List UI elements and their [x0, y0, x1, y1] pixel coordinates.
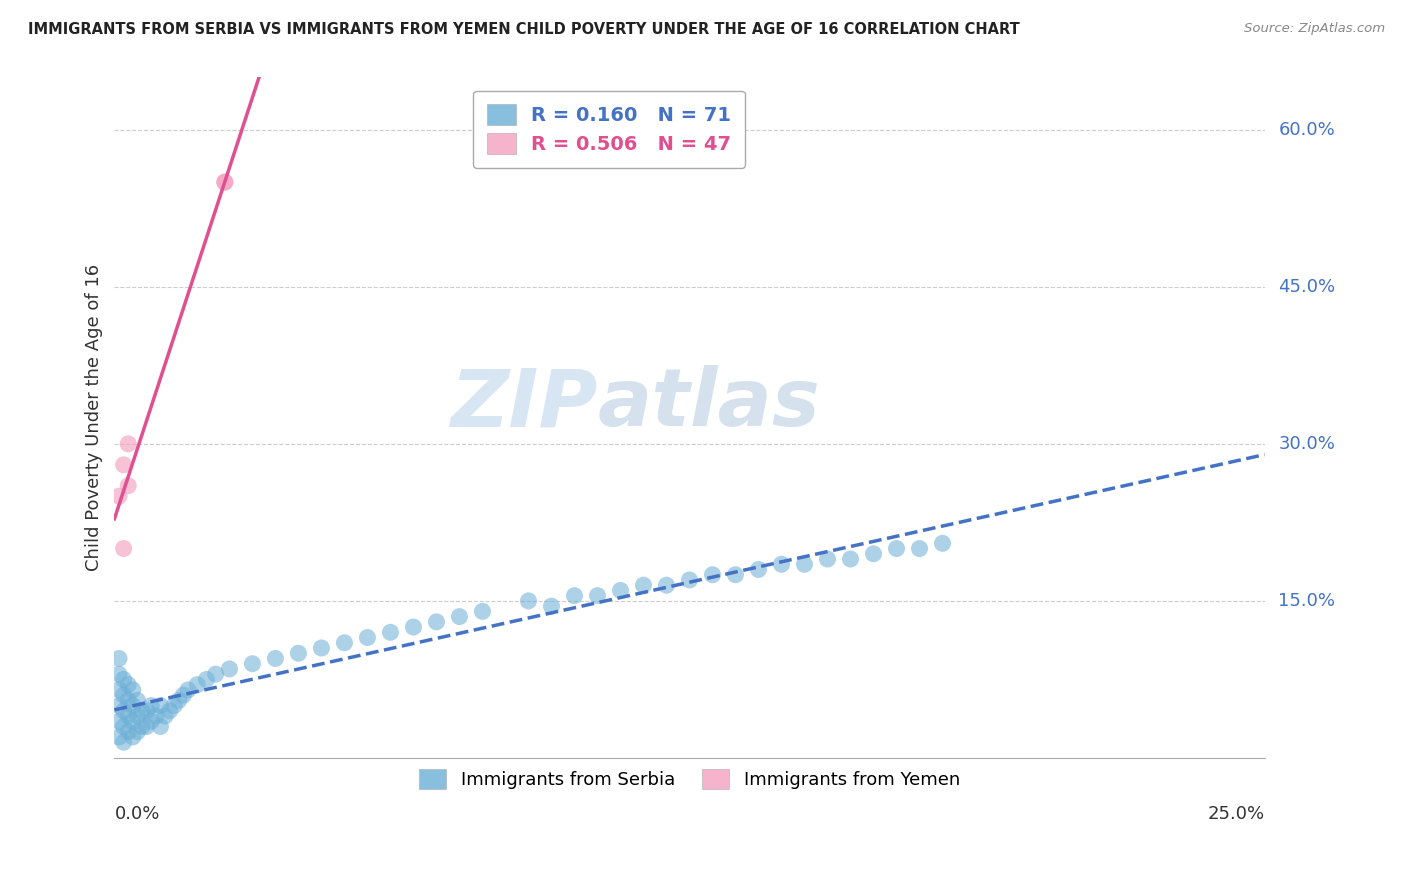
Point — [817, 552, 839, 566]
Point — [112, 719, 135, 733]
Point — [135, 719, 157, 733]
Point — [172, 688, 194, 702]
Point — [449, 609, 471, 624]
Point — [167, 693, 190, 707]
Text: 15.0%: 15.0% — [1278, 592, 1336, 610]
Point — [121, 714, 143, 729]
Text: 25.0%: 25.0% — [1208, 805, 1264, 823]
Point — [311, 640, 333, 655]
Point — [747, 562, 769, 576]
Point — [117, 437, 139, 451]
Text: 0.0%: 0.0% — [114, 805, 160, 823]
Point — [117, 724, 139, 739]
Point — [117, 678, 139, 692]
Text: 45.0%: 45.0% — [1278, 277, 1336, 296]
Point — [131, 719, 153, 733]
Point — [702, 567, 724, 582]
Point — [149, 698, 172, 713]
Point — [793, 558, 815, 572]
Point — [204, 667, 226, 681]
Point — [127, 724, 149, 739]
Point — [121, 682, 143, 697]
Point — [333, 636, 356, 650]
Point — [471, 604, 494, 618]
Point — [117, 479, 139, 493]
Y-axis label: Child Poverty Under the Age of 16: Child Poverty Under the Age of 16 — [86, 264, 103, 571]
Point — [108, 651, 131, 665]
Point — [141, 698, 163, 713]
Point — [121, 730, 143, 744]
Point — [112, 735, 135, 749]
Point — [135, 704, 157, 718]
Point — [108, 714, 131, 729]
Point — [287, 646, 309, 660]
Point — [540, 599, 562, 614]
Point — [655, 578, 678, 592]
Point — [145, 709, 167, 723]
Point — [112, 458, 135, 472]
Point — [108, 682, 131, 697]
Text: IMMIGRANTS FROM SERBIA VS IMMIGRANTS FROM YEMEN CHILD POVERTY UNDER THE AGE OF 1: IMMIGRANTS FROM SERBIA VS IMMIGRANTS FRO… — [28, 22, 1019, 37]
Point — [586, 589, 609, 603]
Legend: Immigrants from Serbia, Immigrants from Yemen: Immigrants from Serbia, Immigrants from … — [412, 762, 967, 797]
Point — [131, 704, 153, 718]
Point — [117, 693, 139, 707]
Point — [112, 541, 135, 556]
Point — [153, 709, 176, 723]
Point — [839, 552, 862, 566]
Point — [108, 698, 131, 713]
Point — [112, 673, 135, 687]
Point — [163, 698, 186, 713]
Point — [149, 719, 172, 733]
Point — [112, 688, 135, 702]
Point — [159, 704, 181, 718]
Point — [862, 547, 884, 561]
Point — [931, 536, 953, 550]
Text: ZIP: ZIP — [450, 365, 598, 443]
Point — [177, 682, 200, 697]
Point — [108, 667, 131, 681]
Point — [214, 175, 236, 189]
Text: Source: ZipAtlas.com: Source: ZipAtlas.com — [1244, 22, 1385, 36]
Point — [264, 651, 287, 665]
Point — [356, 631, 378, 645]
Point — [724, 567, 747, 582]
Point — [425, 615, 447, 629]
Point — [127, 693, 149, 707]
Point — [214, 175, 236, 189]
Point — [108, 730, 131, 744]
Point — [127, 709, 149, 723]
Point — [141, 714, 163, 729]
Point — [886, 541, 908, 556]
Point — [517, 594, 540, 608]
Text: 60.0%: 60.0% — [1278, 120, 1336, 139]
Point — [402, 620, 425, 634]
Point — [770, 558, 793, 572]
Point — [242, 657, 264, 671]
Point — [564, 589, 586, 603]
Point — [380, 625, 402, 640]
Point — [112, 704, 135, 718]
Text: 30.0%: 30.0% — [1278, 435, 1336, 453]
Point — [186, 678, 208, 692]
Point — [108, 489, 131, 503]
Point — [121, 698, 143, 713]
Point — [609, 583, 631, 598]
Point — [117, 709, 139, 723]
Point — [678, 573, 700, 587]
Text: atlas: atlas — [598, 365, 820, 443]
Point — [633, 578, 655, 592]
Point — [195, 673, 218, 687]
Point — [218, 662, 240, 676]
Point — [908, 541, 931, 556]
